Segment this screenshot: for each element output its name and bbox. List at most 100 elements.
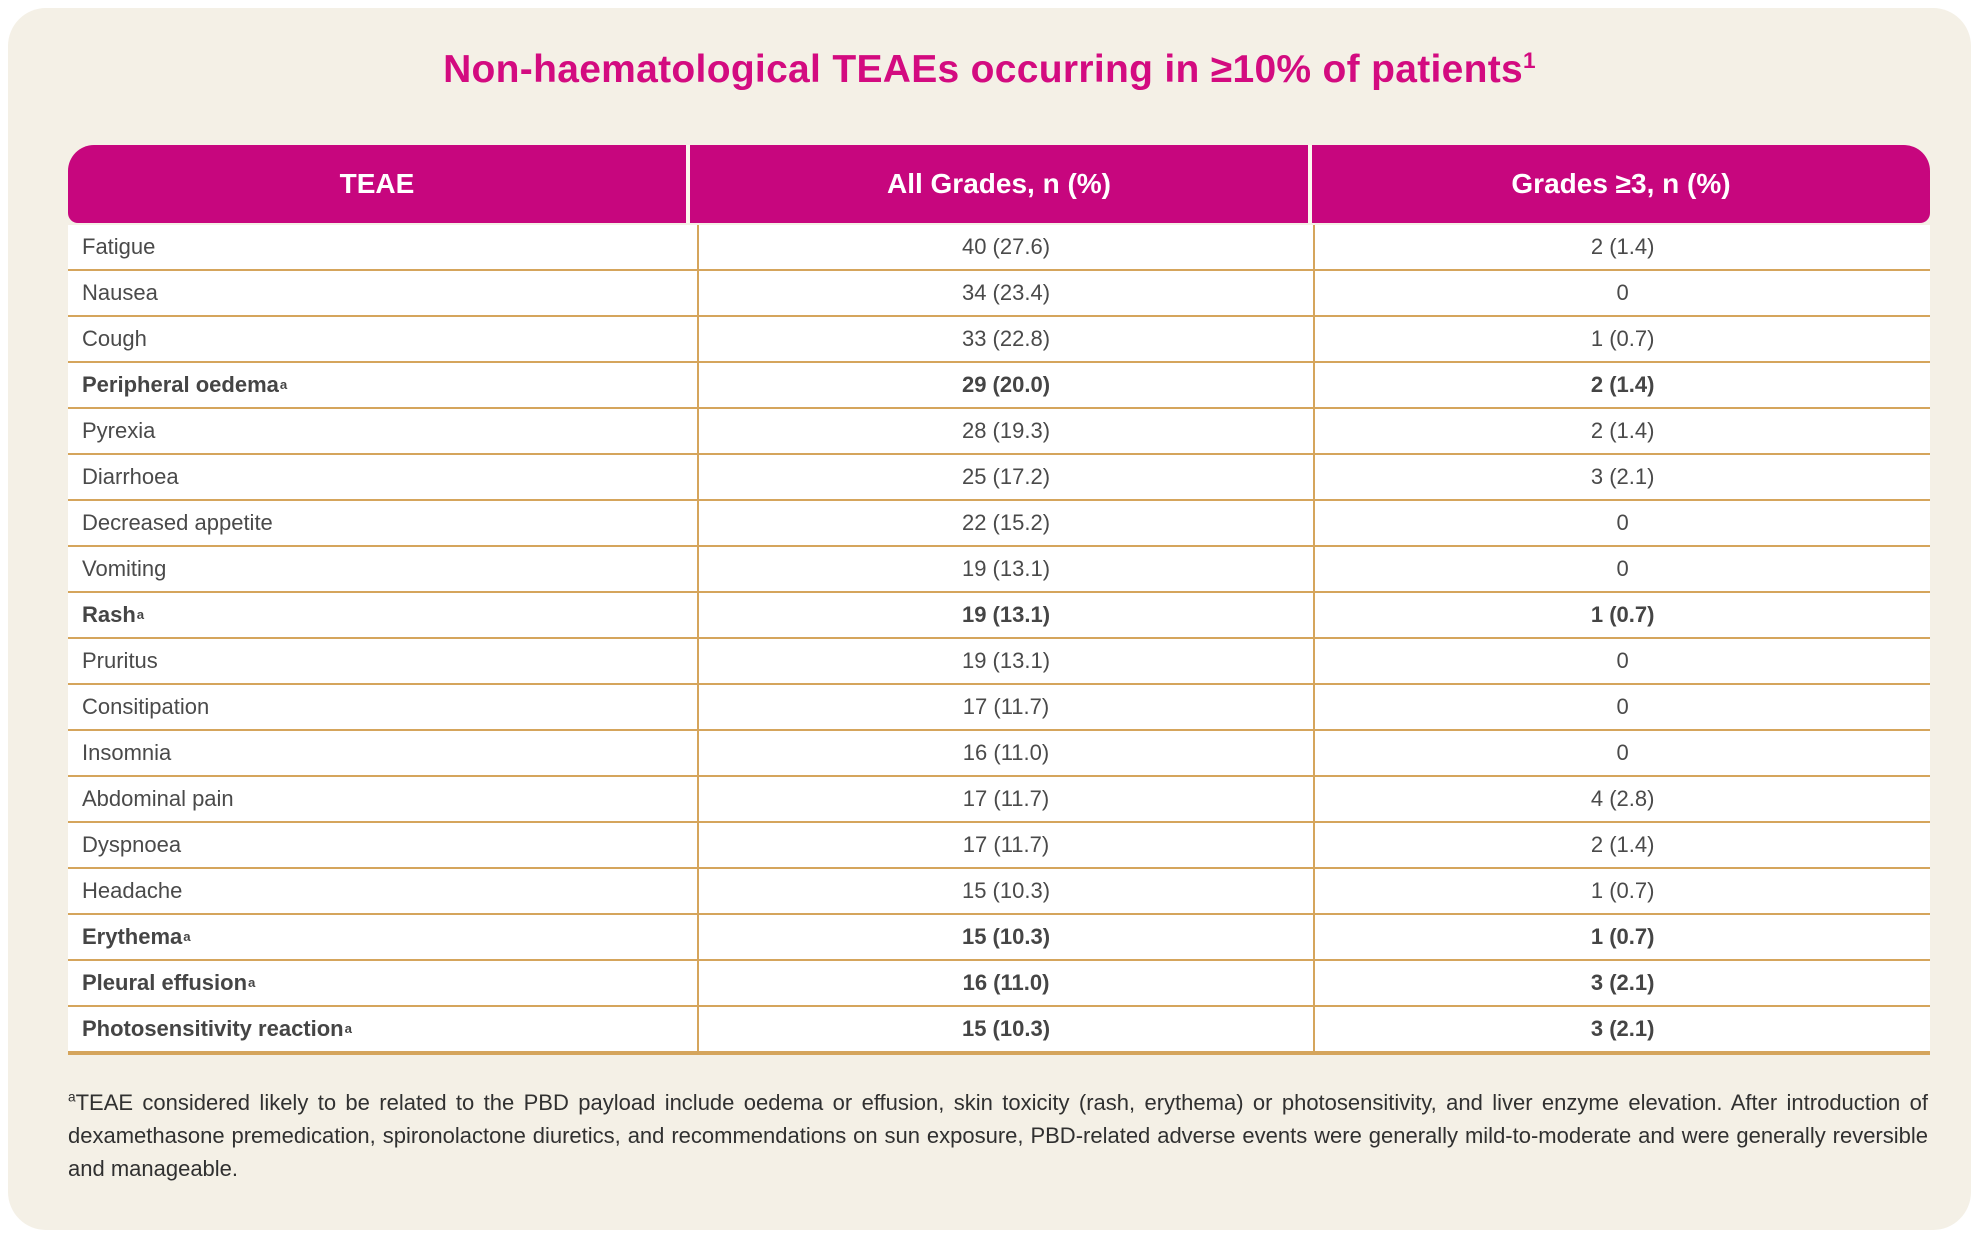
grades-ge3-cell: 2 (1.4) [1313,363,1930,407]
teae-cell: Pleural effusion a [82,970,256,995]
grades-ge3-value: 0 [1616,648,1629,673]
teae-table: TEAE All Grades, n (%) Grades ≥3, n (%) … [68,145,1930,1055]
teae-label: Pyrexia [82,418,156,443]
table-row: Fatigue 40 (27.6) 2 (1.4) [68,225,1930,271]
grades-ge3-value: 1 (0.7) [1590,924,1655,949]
teae-label: Pleural effusion [82,970,248,995]
footnote: aTEAE considered likely to be related to… [68,1086,1928,1185]
teae-cell: Consitipation [68,685,697,729]
teae-cell: Rash a [82,602,145,627]
grades-ge3-cell: 3 (2.1) [1313,455,1930,499]
teae-label: Dyspnoea [82,832,182,857]
all-grades-value: 17 (11.7) [962,694,1050,719]
table-row: Peripheral oedema a 29 (20.0) 2 (1.4) [68,363,1930,409]
teae-cell: Pruritus [68,639,697,683]
page-title-superscript: 1 [1523,48,1536,73]
teae-cell: Photosensitivity reaction a [82,1016,352,1041]
all-grades-value: 16 (11.0) [962,740,1050,765]
all-grades-value: 15 (10.3) [961,878,1051,903]
grades-ge3-cell: 3 (2.1) [1313,1007,1930,1051]
teae-cell: Vomiting [68,547,697,591]
all-grades-value: 22 (15.2) [961,510,1051,535]
table-row: Vomiting 19 (13.1) 0 [68,547,1930,593]
all-grades-value: 16 (11.0) [962,970,1050,995]
teae-label: Abdominal pain [82,786,234,811]
all-grades-cell: 16 (11.0) [696,961,1314,1005]
teae-cell: Fatigue [68,225,697,269]
table-row: Pruritus 19 (13.1) 0 [68,639,1930,685]
table-row: Insomnia 16 (11.0) 0 [68,731,1930,777]
all-grades-cell: 19 (13.1) [696,639,1314,683]
all-grades-value: 19 (13.1) [961,602,1051,627]
all-grades-cell: 28 (19.3) [696,409,1314,453]
teae-label: Photosensitivity reaction [82,1016,344,1041]
grades-ge3-cell: 2 (1.4) [1313,225,1930,269]
all-grades-cell: 29 (20.0) [696,363,1314,407]
teae-label: Insomnia [82,740,172,765]
grades-ge3-value: 1 (0.7) [1590,602,1655,627]
teae-label: Decreased appetite [82,510,273,535]
footnote-text: TEAE considered likely to be related to … [68,1090,1928,1181]
teae-cell: Abdominal pain [68,777,697,821]
teae-label: Pruritus [82,648,158,673]
footnote-superscript: a [68,1089,76,1105]
all-grades-cell: 40 (27.6) [696,225,1314,269]
teae-label: Consitipation [82,694,210,719]
teae-cell: Decreased appetite [68,501,697,545]
teae-cell: Dyspnoea [68,823,697,867]
all-grades-cell: 19 (13.1) [696,593,1314,637]
grades-ge3-cell: 0 [1313,501,1930,545]
grades-ge3-cell: 0 [1313,731,1930,775]
all-grades-value: 40 (27.6) [961,234,1051,259]
all-grades-cell: 17 (11.7) [696,823,1314,867]
grades-ge3-cell: 0 [1313,547,1930,591]
all-grades-cell: 17 (11.7) [696,685,1314,729]
teae-label: Rash [82,602,136,627]
table-row: Pleural effusion a 16 (11.0) 3 (2.1) [68,961,1930,1007]
all-grades-cell: 15 (10.3) [696,869,1314,913]
all-grades-value: 19 (13.1) [961,556,1051,581]
page-title: Non-haematological TEAEs occurring in ≥1… [8,48,1971,92]
all-grades-cell: 34 (23.4) [696,271,1314,315]
infographic-page: Non-haematological TEAEs occurring in ≥1… [8,8,1971,1230]
table-row: Cough 33 (22.8) 1 (0.7) [68,317,1930,363]
grades-ge3-cell: 3 (2.1) [1313,961,1930,1005]
table-body: Fatigue 40 (27.6) 2 (1.4) Nausea 34 (23.… [68,225,1930,1055]
grades-ge3-cell: 0 [1313,685,1930,729]
table-row: Erythema a 15 (10.3) 1 (0.7) [68,915,1930,961]
table-row: Decreased appetite 22 (15.2) 0 [68,501,1930,547]
teae-cell: Nausea [68,271,697,315]
grades-ge3-value: 0 [1616,694,1629,719]
grades-ge3-cell: 4 (2.8) [1313,777,1930,821]
table-row: Headache 15 (10.3) 1 (0.7) [68,869,1930,915]
table-row: Dyspnoea 17 (11.7) 2 (1.4) [68,823,1930,869]
table-row: Diarrhoea 25 (17.2) 3 (2.1) [68,455,1930,501]
all-grades-cell: 33 (22.8) [696,317,1314,361]
table-header-row: TEAE All Grades, n (%) Grades ≥3, n (%) [68,145,1930,223]
grades-ge3-cell: 2 (1.4) [1313,409,1930,453]
grades-ge3-value: 3 (2.1) [1590,1016,1655,1041]
all-grades-value: 15 (10.3) [961,1016,1051,1041]
table-row: Pyrexia 28 (19.3) 2 (1.4) [68,409,1930,455]
grades-ge3-cell: 2 (1.4) [1313,823,1930,867]
grades-ge3-cell: 1 (0.7) [1313,593,1930,637]
header-grades-ge3: Grades ≥3, n (%) [1308,145,1930,223]
all-grades-cell: 15 (10.3) [696,1007,1314,1051]
all-grades-cell: 22 (15.2) [696,501,1314,545]
teae-label: Vomiting [82,556,167,581]
teae-label: Cough [82,326,147,351]
grades-ge3-value: 0 [1616,740,1629,765]
teae-label: Fatigue [82,234,156,259]
teae-label: Nausea [82,280,158,305]
all-grades-value: 17 (11.7) [962,786,1050,811]
grades-ge3-value: 4 (2.8) [1590,786,1655,811]
all-grades-value: 19 (13.1) [961,648,1051,673]
grades-ge3-value: 3 (2.1) [1590,464,1655,489]
teae-label: Headache [82,878,183,903]
grades-ge3-cell: 1 (0.7) [1313,317,1930,361]
grades-ge3-value: 2 (1.4) [1590,418,1655,443]
all-grades-value: 17 (11.7) [962,832,1050,857]
teae-cell: Pyrexia [68,409,697,453]
all-grades-value: 33 (22.8) [961,326,1051,351]
grades-ge3-value: 0 [1616,510,1629,535]
